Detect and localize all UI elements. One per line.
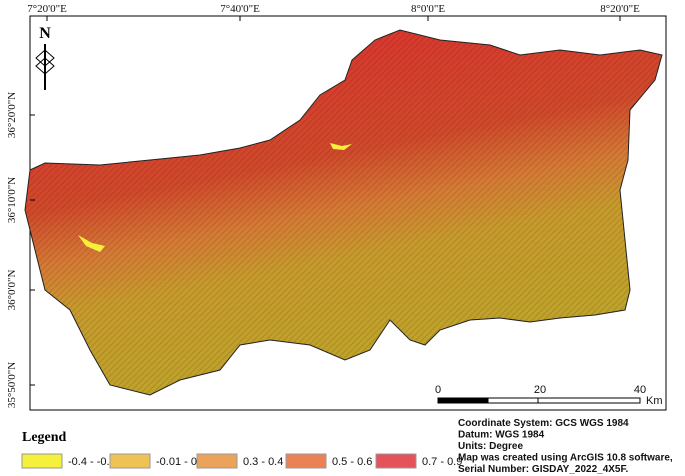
map-info: Map was created using ArcGIS 10.8 softwa…	[458, 453, 673, 464]
latitude-label: 36°10'0"N	[6, 177, 18, 223]
study-area	[24, 29, 663, 396]
legend-swatch	[196, 453, 238, 469]
map-info: Units: Degree	[458, 441, 523, 452]
legend-label: 0.3 - 0.4	[243, 456, 283, 468]
legend-swatch	[21, 453, 63, 469]
scale-bar: Km	[437, 395, 663, 407]
latitude-label: 35°50'0"N	[6, 362, 18, 408]
legend-title: Legend	[22, 430, 67, 445]
legend-label: 0.7 - 0.9	[422, 456, 462, 468]
latitude-label: 36°0'0"N	[6, 270, 18, 311]
legend-swatch	[285, 453, 327, 469]
scale-label: 0	[435, 384, 441, 396]
scale-label: 40	[634, 384, 646, 396]
map-info: Datum: WGS 1984	[458, 430, 545, 441]
scale-label: 20	[534, 384, 546, 396]
map-info: Coordinate System: GCS WGS 1984	[458, 418, 629, 429]
map-info: Serial Number: GISDAY_2022_4X5F.	[458, 464, 628, 475]
legend-label: -0.4 - -0.02	[68, 456, 122, 468]
longitude-label: 7°20'0"E	[27, 3, 67, 15]
legend-label: -0.01 - 0.2	[156, 456, 206, 468]
north-label: N	[39, 25, 51, 42]
north-arrow: N	[35, 25, 55, 90]
longitude-label: 8°0'0"E	[411, 3, 445, 15]
latitude-label: 36°20'0"N	[6, 92, 18, 138]
longitude-label: 7°40'0"E	[220, 3, 260, 15]
longitude-label: 8°20'0"E	[600, 3, 640, 15]
scale-unit: Km	[646, 395, 663, 407]
legend-swatch	[109, 453, 151, 469]
legend-swatch	[375, 453, 417, 469]
legend-label: 0.5 - 0.6	[332, 456, 372, 468]
